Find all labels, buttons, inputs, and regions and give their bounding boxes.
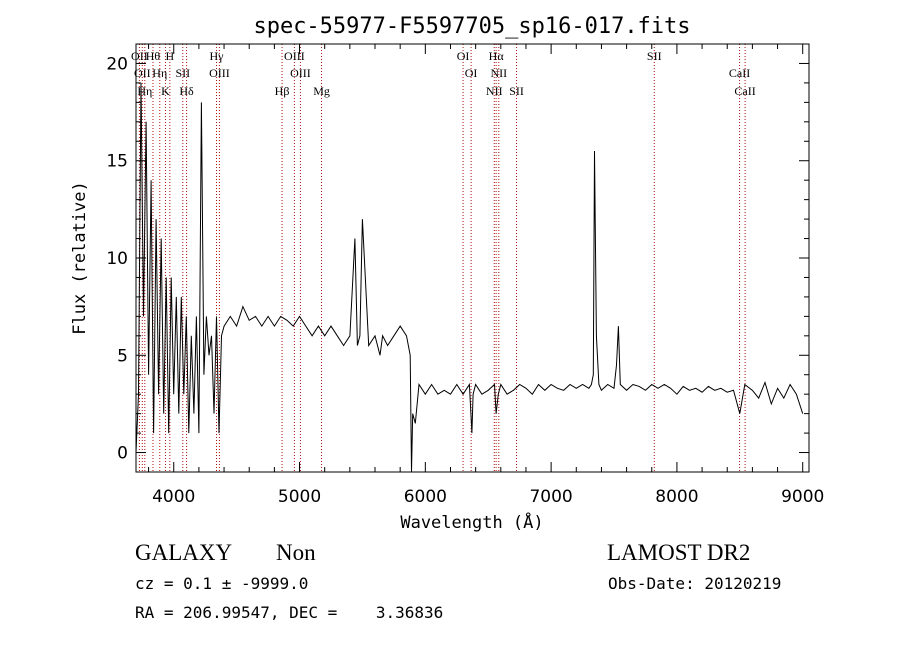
emission-line-label: OIII (284, 49, 305, 63)
x-tick-label: 8000 (655, 487, 698, 507)
survey-name: LAMOST DR2 (607, 540, 751, 565)
emission-line-label: OI (457, 49, 470, 63)
chart-title: spec-55977-F5597705_sp16-017.fits (253, 14, 690, 39)
emission-line-labels: OIIOIIHηHθHηKHSIIHδHγOIIIHβOIIIOIIIMgOIO… (131, 49, 756, 98)
emission-line-label: OII (134, 66, 151, 80)
emission-line-label: H (166, 49, 175, 63)
obs-date: Obs-Date: 20120219 (608, 574, 782, 593)
x-tick-label: 4000 (152, 487, 195, 507)
emission-line-label: SII (175, 66, 190, 80)
x-axis: 4000 5000 6000 7000 8000 9000 (148, 44, 824, 507)
emission-line-label: OI (465, 66, 478, 80)
emission-line-label: Hη (152, 66, 167, 80)
emission-line-label: SII (509, 84, 524, 98)
y-tick-label: 10 (106, 249, 128, 269)
redshift-readout: cz = 0.1 ± -9999.0 (135, 574, 309, 593)
y-tick-label: 0 (117, 444, 128, 464)
emission-line-markers (138, 44, 746, 472)
emission-line-label: OIII (290, 66, 311, 80)
y-tick-label: 20 (106, 54, 128, 74)
x-tick-label: 6000 (404, 487, 447, 507)
object-subclass: Non (276, 540, 316, 565)
emission-line-label: Mg (313, 84, 330, 98)
object-class: GALAXY (135, 540, 233, 565)
y-axis-label: Flux (relative) (70, 181, 90, 335)
emission-line-label: NII (490, 66, 507, 80)
y-tick-label: 5 (117, 346, 128, 366)
emission-line-label: NII (486, 84, 503, 98)
emission-line-label: SII (647, 49, 662, 63)
emission-line-label: CaII (729, 66, 750, 80)
spectrum-line (135, 82, 804, 473)
emission-line-label: Hη (137, 84, 152, 98)
emission-line-label: Hα (489, 49, 505, 63)
emission-line-label: K (161, 84, 170, 98)
x-axis-label: Wavelength (Å) (400, 511, 543, 533)
x-tick-label: 9000 (781, 487, 824, 507)
emission-line-label: CaII (734, 84, 755, 98)
ra-dec-readout: RA = 206.99547, DEC = 3.36836 (135, 603, 444, 622)
emission-line-label: OII (131, 49, 148, 63)
x-tick-label: 7000 (529, 487, 572, 507)
emission-line-label: Hβ (275, 84, 290, 98)
emission-line-label: OIII (209, 66, 230, 80)
y-axis: 0 5 10 15 20 (106, 43, 809, 464)
emission-line-label: Hθ (146, 49, 161, 63)
y-tick-label: 15 (106, 152, 128, 172)
emission-line-label: Hγ (210, 49, 225, 63)
emission-line-label: Hδ (179, 84, 194, 98)
x-tick-label: 5000 (278, 487, 321, 507)
